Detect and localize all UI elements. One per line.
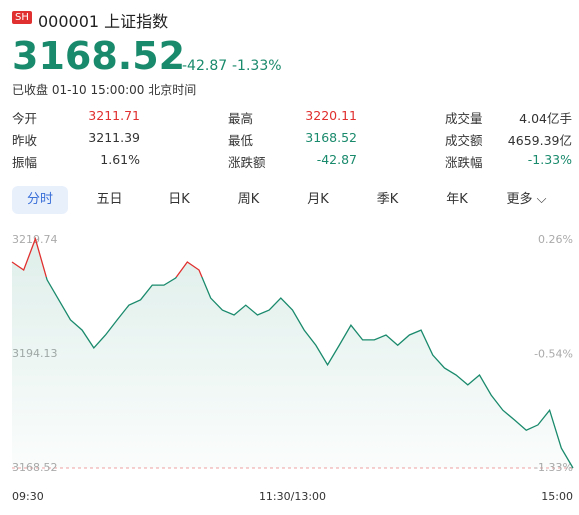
stat-label: 昨收 xyxy=(12,133,38,148)
stat-label: 振幅 xyxy=(12,155,38,170)
tab[interactable]: 月K xyxy=(307,192,329,207)
y2-tick-label: -0.54% xyxy=(534,348,573,361)
stat-value: -1.33% xyxy=(527,152,572,167)
stat-label: 最高 xyxy=(228,111,254,126)
tab[interactable]: 更多 ⌵ xyxy=(506,192,547,207)
stat-value: -42.87 xyxy=(316,152,357,167)
price: 3168.52 xyxy=(12,34,186,78)
tab[interactable]: 五日 xyxy=(96,192,123,207)
tab[interactable]: 周K xyxy=(237,192,260,207)
status: 已收盘 01-10 15:00:00 北京时间 xyxy=(12,83,197,97)
stat-value: 3211.39 xyxy=(88,130,140,145)
chart: 3168.523194.133219.74-1.33%-0.54%0.26%09… xyxy=(11,233,574,503)
stat-label: 涨跌幅 xyxy=(445,155,483,170)
tab[interactable]: 季K xyxy=(376,192,399,207)
change: -42.87 xyxy=(182,58,228,74)
x-tick-label: 09:30 xyxy=(12,490,44,503)
stat-label: 今开 xyxy=(12,111,38,126)
market-badge: SH xyxy=(12,11,32,24)
x-tick-label: 11:30/13:00 xyxy=(259,490,326,503)
tab[interactable]: 分时 xyxy=(12,186,68,214)
x-tick-label: 15:00 xyxy=(541,490,573,503)
y2-tick-label: 0.26% xyxy=(538,233,573,246)
stat-value: 3220.11 xyxy=(305,108,357,123)
stat-value: 1.61% xyxy=(100,152,140,167)
tab[interactable]: 年K xyxy=(446,192,468,207)
stat-value: 3168.52 xyxy=(305,130,357,145)
stat-label: 成交量 xyxy=(445,111,483,126)
tab[interactable]: 日K xyxy=(168,192,190,207)
price-line xyxy=(11,236,574,469)
stat-value: 4.04亿手 xyxy=(519,111,572,126)
stat-label: 最低 xyxy=(228,133,254,148)
stat-label: 成交额 xyxy=(445,133,483,148)
change-pct: -1.33% xyxy=(232,58,282,74)
stat-value: 4659.39亿 xyxy=(507,133,572,148)
area xyxy=(12,238,573,468)
stat-value: 3211.71 xyxy=(88,108,140,123)
index-name: 000001 上证指数 xyxy=(38,12,169,31)
stat-label: 涨跌额 xyxy=(228,155,266,170)
